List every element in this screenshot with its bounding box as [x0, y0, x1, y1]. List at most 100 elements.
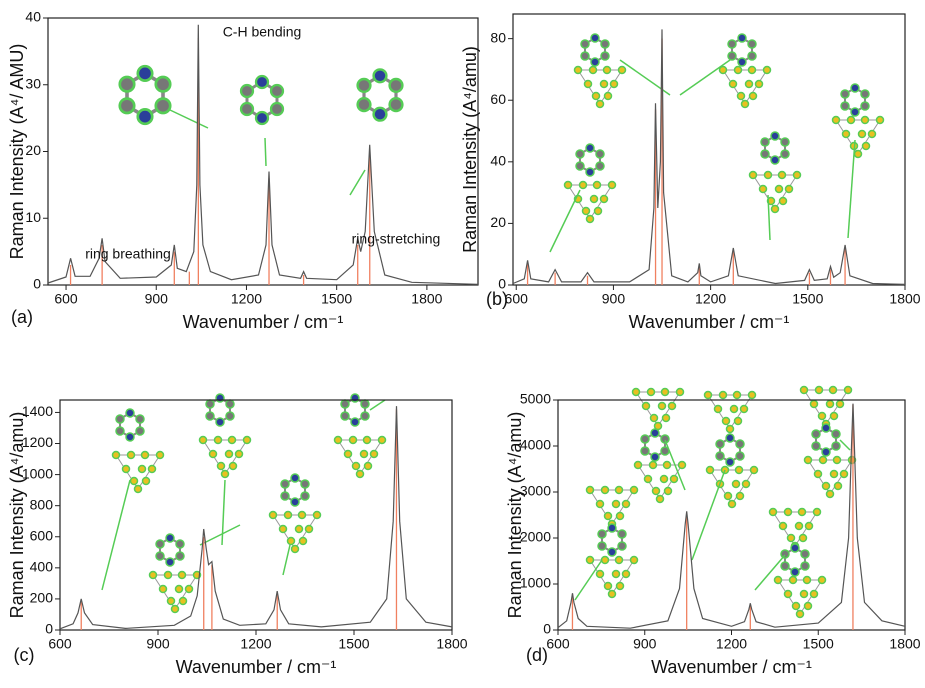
cluster: [750, 172, 801, 213]
cluster: [833, 117, 884, 158]
y-tick-label: 0: [33, 276, 41, 292]
plot-marks: [513, 29, 905, 285]
molecule: [812, 424, 840, 456]
cluster: [200, 437, 251, 478]
x-tick-label: 1800: [889, 291, 920, 307]
molecule: [598, 524, 626, 556]
cluster: [775, 577, 826, 618]
x-tick-label: 1500: [321, 291, 352, 307]
y-tick-label: 80: [490, 29, 506, 45]
cluster: [335, 437, 386, 478]
cluster: [150, 572, 201, 613]
x-tick-label: 1800: [889, 636, 920, 652]
x-tick-label: 1500: [338, 636, 369, 652]
molecule: [761, 132, 789, 164]
cluster: [575, 67, 626, 108]
y-tick-label: 400: [30, 559, 54, 575]
y-tick-label: 20: [490, 214, 506, 230]
cluster: [587, 557, 638, 598]
y-tick-label: 40: [490, 153, 506, 169]
x-tick-label: 600: [54, 291, 78, 307]
arrow: [170, 110, 208, 128]
arrow: [848, 140, 855, 238]
y-tick-label: 0: [45, 621, 53, 637]
panel-label: (b): [486, 289, 508, 309]
x-tick-label: 1800: [436, 636, 467, 652]
x-tick-label: 1800: [411, 291, 442, 307]
cluster: [113, 452, 164, 493]
molecule: [156, 534, 184, 566]
arrow: [283, 545, 290, 575]
spectrum-line: [513, 29, 905, 284]
arrow: [550, 190, 580, 252]
cluster: [705, 392, 756, 433]
y-tick-label: 60: [490, 91, 506, 107]
annotation: ring breathing: [85, 246, 171, 262]
y-tick-label: 40: [25, 9, 41, 25]
molecule: [341, 394, 369, 426]
cluster: [270, 512, 321, 553]
x-tick-label: 600: [546, 636, 570, 652]
cluster: [805, 457, 856, 498]
arrow: [840, 440, 850, 450]
arrow: [680, 60, 730, 95]
molecule: [120, 66, 170, 124]
molecule: [728, 34, 756, 66]
x-tick-label: 1200: [240, 636, 271, 652]
x-axis-label: Wavenumber / cm⁻¹: [629, 312, 790, 332]
arrow: [692, 470, 725, 560]
x-tick-label: 1200: [231, 291, 262, 307]
y-axis-label: Raman Intensity (A⁴/ AMU): [7, 44, 27, 260]
x-axis-label: Wavenumber / cm⁻¹: [176, 657, 337, 677]
y-tick-label: 200: [30, 590, 54, 606]
arrow: [200, 525, 240, 545]
x-axis-label: Wavenumber / cm⁻¹: [651, 657, 812, 677]
annotation: C-H bending: [223, 24, 302, 40]
spectrum-line: [60, 406, 452, 629]
y-axis-label: Raman Intensity (A⁴/amu): [460, 46, 480, 253]
y-axis-label: Raman Intensity (A⁴/amu): [505, 412, 525, 619]
x-tick-label: 600: [48, 636, 72, 652]
x-tick-label: 1200: [716, 636, 747, 652]
molecule: [281, 474, 309, 506]
cluster: [720, 67, 771, 108]
y-tick-label: 0: [543, 621, 551, 637]
panel-label: (a): [11, 307, 33, 327]
arrow: [222, 480, 225, 545]
arrow: [350, 170, 365, 195]
y-tick-label: 20: [25, 142, 41, 158]
cluster: [587, 487, 638, 528]
molecule: [841, 84, 869, 116]
plot-marks: [60, 406, 452, 630]
molecule: [716, 434, 744, 466]
x-tick-label: 1200: [695, 291, 726, 307]
y-axis-label: Raman Intensity (A⁴/amu): [7, 412, 27, 619]
x-axis-label: Wavenumber / cm⁻¹: [183, 312, 344, 332]
y-tick-label: 30: [25, 75, 41, 91]
x-tick-label: 900: [602, 291, 626, 307]
x-tick-label: 900: [145, 291, 169, 307]
panel-label: (c): [14, 645, 35, 665]
arrow: [102, 480, 130, 590]
x-tick-label: 900: [146, 636, 170, 652]
panel-label: (d): [526, 645, 548, 665]
molecule: [576, 144, 604, 176]
molecule: [241, 76, 283, 124]
y-tick-label: 5000: [520, 391, 551, 407]
molecule: [641, 429, 669, 461]
y-tick-label: 600: [30, 527, 54, 543]
y-tick-label: 800: [30, 496, 54, 512]
arrow: [370, 400, 385, 410]
x-tick-label: 900: [633, 636, 657, 652]
molecule: [358, 69, 403, 120]
x-tick-label: 1500: [792, 291, 823, 307]
molecule: [206, 394, 234, 426]
arrow: [265, 138, 266, 166]
molecule: [581, 34, 609, 66]
x-tick-label: 600: [505, 291, 529, 307]
y-tick-label: 10: [25, 209, 41, 225]
cluster: [565, 182, 616, 223]
cluster: [633, 389, 684, 430]
figure: 600900120015001800010203040Wavenumber / …: [0, 0, 925, 683]
cluster: [801, 387, 852, 428]
